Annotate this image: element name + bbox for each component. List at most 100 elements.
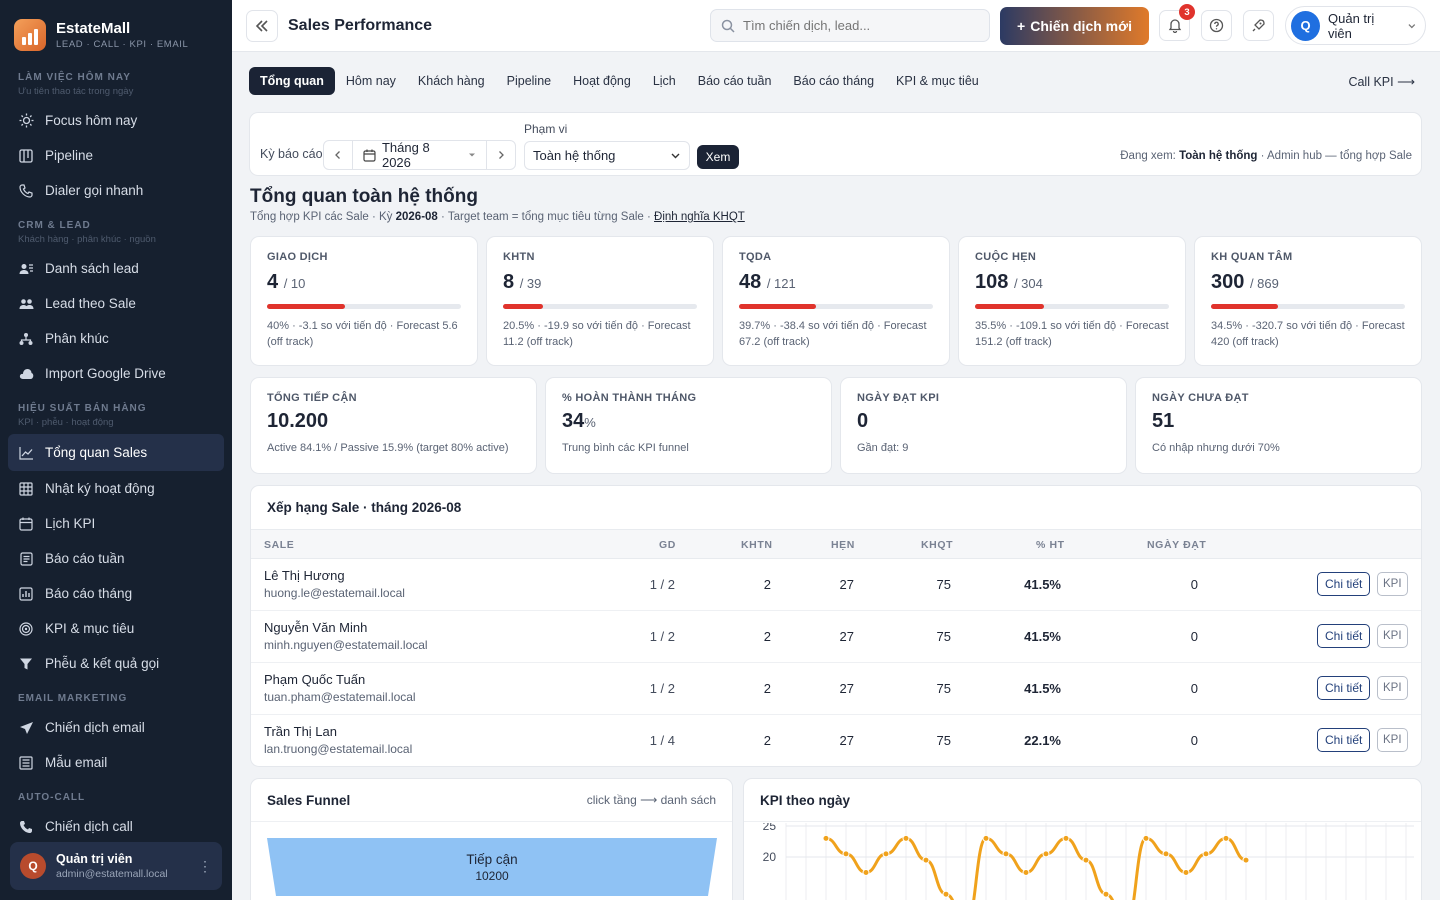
data-point [1102,890,1110,898]
y-tick-label: 25 [763,823,777,833]
search-box[interactable] [710,9,990,42]
detail-button[interactable]: Chi tiết [1317,572,1371,596]
sidebar-item-label: Pipeline [45,148,94,163]
sidebar-item-label: Báo cáo tuần [45,551,125,566]
funnel-stage-reach[interactable]: Tiếp cận 10200 [267,838,717,896]
sidebar-item[interactable]: Focus hôm nay [0,103,232,138]
sidebar-item[interactable]: Mẫu email [0,745,232,780]
tab[interactable]: KPI & mục tiêu [896,74,979,88]
stat-note: Có nhập nhưng dưới 70% [1152,442,1280,454]
data-point [902,834,910,842]
kpi-button[interactable]: KPI [1377,728,1408,752]
user-avatar: Q [1291,10,1321,41]
sidebar-item[interactable]: Chiến dịch email [0,710,232,745]
more-options-icon[interactable]: ⋮ [198,857,212,874]
cell-khtn: 2 [763,681,771,696]
tab[interactable]: Tổng quan [249,67,335,95]
column-header: GD [659,539,676,551]
cell-hen: 27 [839,629,854,644]
detail-button[interactable]: Chi tiết [1317,728,1371,752]
sidebar-item[interactable]: Báo cáo tuần [0,541,232,576]
nav-section-subtitle: KPI · phễu · hoạt động [18,417,114,428]
kpi-card[interactable]: TQDA 48 / 121 39.7% · -38.4 so với tiến độ… [722,236,950,366]
kpi-card[interactable]: GIAO DỊCH 4 / 10 40% · -3.1 so với tiến độ… [250,236,478,366]
sidebar-item-label: Import Google Drive [45,366,166,381]
sidebar-item[interactable]: Pipeline [0,138,232,173]
kpi-card[interactable]: CUỘC HẸN 108 / 304 35.5% · -109.1 so với t… [958,236,1186,366]
nav-section: AUTO-CALL [0,792,232,803]
data-point [822,834,830,842]
stat-value: 10.200 [267,410,329,432]
ranking-title: Xếp hạng Sale · tháng 2026-08 [267,500,462,515]
detail-button[interactable]: Chi tiết [1317,676,1371,700]
sidebar-item[interactable]: Tổng quan Sales [8,434,224,471]
sidebar-user-card[interactable]: Q Quản trị viên admin@estatemall.local ⋮ [10,842,222,890]
prev-period-button[interactable] [324,141,352,169]
sidebar: EstateMall LEAD · CALL · KPI · EMAIL LÀM… [0,0,232,900]
kpi-button[interactable]: KPI [1377,624,1408,648]
y-tick-label: 20 [763,850,777,864]
data-point [1022,869,1030,876]
data-point [1182,869,1190,876]
period-select[interactable]: Tháng 8 2026 [352,140,487,170]
sidebar-item[interactable]: Import Google Drive [0,356,232,391]
scope-select[interactable]: Toàn hệ thống [524,141,690,170]
sidebar-item[interactable]: Báo cáo tháng [0,576,232,611]
sidebar-item[interactable]: Phễu & kết quả gọi [0,646,232,681]
funnel-hint: click tầng ⟶ danh sách [586,793,716,807]
new-campaign-button[interactable]: + Chiến dịch mới [1000,7,1149,45]
kpi-value: 108 / 304 [975,271,1043,293]
sidebar-item-label: Phân khúc [45,331,109,346]
khqt-definition-link[interactable]: Định nghĩa KHQT [654,211,745,223]
data-point [1222,834,1230,842]
kpi-progress-bar [739,304,933,309]
sidebar-item[interactable]: Phân khúc [0,321,232,356]
sidebar-item[interactable]: KPI & mục tiêu [0,611,232,646]
detail-button[interactable]: Chi tiết [1317,624,1371,648]
kpi-label: KHTN [503,251,535,263]
tab[interactable]: Lịch [652,74,676,88]
tab[interactable]: Hoạt động [573,74,631,88]
sidebar-item[interactable]: Dialer gọi nhanh [0,173,232,208]
group-icon [18,296,34,312]
cell-ht: 41.5% [1024,577,1061,592]
cell-ngay: 0 [1190,733,1198,748]
user-menu[interactable]: Q Quản trị viên [1285,6,1426,45]
call-kpi-link[interactable]: Call KPI ⟶ [1348,74,1415,89]
tab[interactable]: Báo cáo tuần [697,74,772,88]
sidebar-item[interactable]: Nhật ký hoạt động [0,471,232,506]
brand[interactable]: EstateMall LEAD · CALL · KPI · EMAIL [0,0,232,56]
kpi-card[interactable]: KHTN 8 / 39 20.5% · -19.9 so với tiến độ ·… [486,236,714,366]
calendar-icon [363,149,376,162]
help-button[interactable] [1201,10,1232,41]
view-button[interactable]: Xem [697,145,739,169]
tab[interactable]: Khách hàng [417,74,485,88]
sale-email: lan.truong@estatemail.local [264,742,413,756]
sidebar-item[interactable]: Chiến dịch call [0,809,232,844]
tab[interactable]: Hôm nay [345,74,396,88]
collapse-sidebar-button[interactable] [246,9,278,42]
next-period-button[interactable] [487,141,515,169]
column-header: NGÀY ĐẠT [1147,539,1207,551]
kpi-value: 300 / 869 [1211,271,1279,293]
data-point [842,850,850,858]
tab[interactable]: Báo cáo tháng [793,74,875,88]
period-label: Kỳ báo cáo [260,147,323,161]
period-picker[interactable]: Tháng 8 2026 [323,140,516,170]
sidebar-item-label: Báo cáo tháng [45,586,133,601]
sidebar-item[interactable]: Lead theo Sale [0,286,232,321]
cell-gd: 1 / 2 [649,681,675,696]
kpi-button[interactable]: KPI [1377,676,1408,700]
funnel-stage-label: Tiếp cận [466,851,518,867]
sales-ranking-table: Xếp hạng Sale · tháng 2026-08 SALE GD KHTN… [250,485,1422,767]
kpi-card[interactable]: KH QUAN TÂM 300 / 869 34.5% · -320.7 so vớ… [1194,236,1422,366]
stat-value: 0 [857,410,869,432]
kpi-button[interactable]: KPI [1377,572,1408,596]
launch-button[interactable] [1243,10,1274,41]
help-icon [1209,18,1224,33]
sidebar-item[interactable]: Danh sách lead [0,251,232,286]
tab[interactable]: Pipeline [506,74,552,88]
search-input[interactable] [743,18,963,33]
sidebar-item[interactable]: Lịch KPI [0,506,232,541]
notifications-button[interactable]: 3 [1159,4,1195,41]
